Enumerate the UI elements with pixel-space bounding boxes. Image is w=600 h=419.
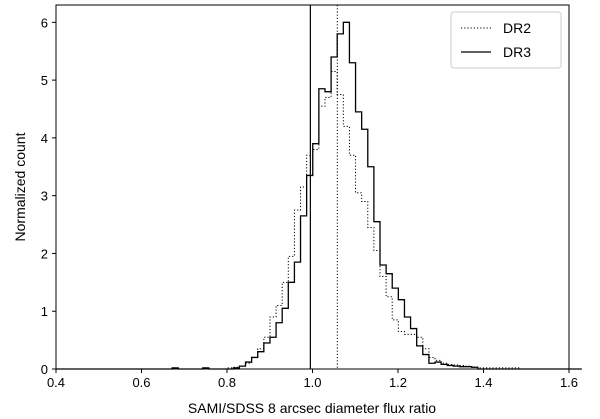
y-tick-label: 6 — [41, 15, 48, 30]
x-tick-label: 0.6 — [132, 375, 150, 390]
axis-ticks: 0.4 0.6 0.8 1.0 1.2 1.4 1.6 0 1 2 3 4 5 6 — [41, 15, 578, 390]
y-tick-label: 2 — [41, 246, 48, 261]
x-axis-label: SAMI/SDSS 8 arcsec diameter flux ratio — [188, 400, 436, 416]
x-tick-label: 1.0 — [303, 375, 321, 390]
legend-dr3-label: DR3 — [503, 44, 531, 60]
y-tick-label: 3 — [41, 189, 48, 204]
x-tick-label: 1.6 — [560, 375, 578, 390]
legend-box — [450, 11, 562, 69]
y-tick-label: 1 — [41, 304, 48, 319]
legend-dr2-label: DR2 — [503, 20, 531, 36]
y-tick-label: 4 — [41, 131, 48, 146]
y-tick-label: 5 — [41, 73, 48, 88]
y-axis-label: Normalized count — [12, 132, 28, 241]
x-tick-label: 1.2 — [389, 375, 407, 390]
y-tick-label: 0 — [41, 362, 48, 377]
x-tick-label: 0.4 — [47, 375, 65, 390]
x-tick-label: 1.4 — [474, 375, 492, 390]
histogram-dr3 — [56, 21, 582, 370]
legend: DR2 DR3 — [450, 11, 562, 69]
x-tick-label: 0.8 — [218, 375, 236, 390]
